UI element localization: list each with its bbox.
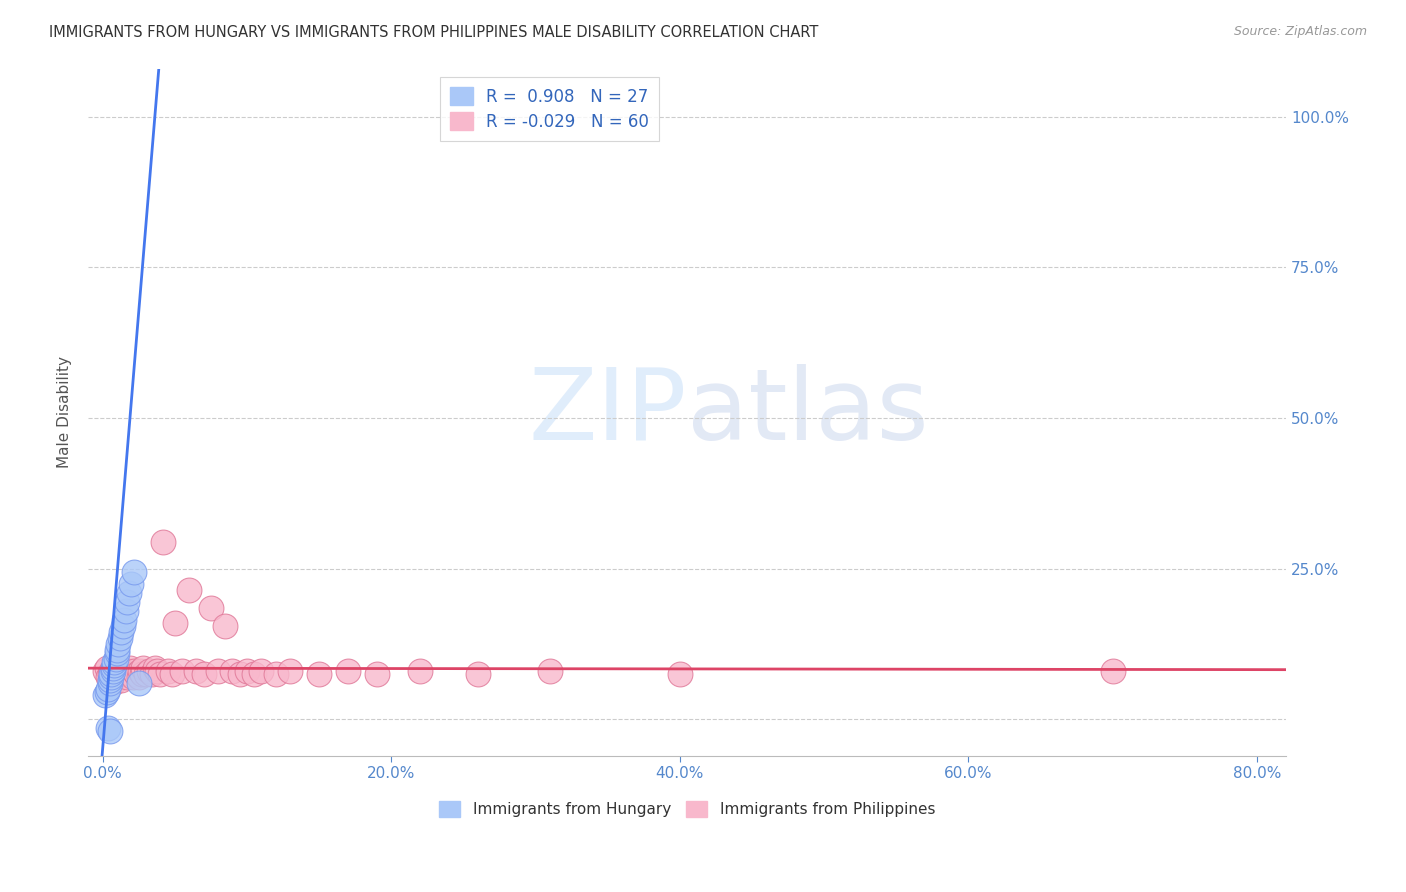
Point — [122, 670, 145, 684]
Y-axis label: Male Disability: Male Disability — [58, 356, 72, 468]
Point — [125, 667, 148, 681]
Point — [108, 631, 131, 645]
Point — [179, 582, 201, 597]
Point — [98, 667, 121, 681]
Point — [138, 664, 160, 678]
Point — [97, 682, 120, 697]
Point — [100, 664, 122, 678]
Point — [250, 664, 273, 678]
Point — [115, 670, 138, 684]
Point — [120, 667, 142, 681]
Point — [409, 664, 432, 678]
Point — [100, 667, 122, 681]
Point — [336, 664, 359, 678]
Point — [128, 670, 150, 684]
Point — [207, 664, 229, 678]
Point — [308, 667, 330, 681]
Point — [141, 667, 163, 681]
Point — [118, 661, 141, 675]
Point — [131, 667, 153, 681]
Point — [100, 670, 122, 684]
Point — [143, 661, 166, 675]
Point — [221, 664, 243, 678]
Point — [152, 534, 174, 549]
Point — [96, 661, 118, 675]
Point — [112, 613, 135, 627]
Point — [278, 664, 301, 678]
Point — [128, 676, 150, 690]
Point — [94, 664, 117, 678]
Point — [669, 667, 692, 681]
Point — [114, 667, 136, 681]
Point — [98, 673, 121, 688]
Point — [132, 661, 155, 675]
Point — [115, 595, 138, 609]
Point — [98, 673, 121, 688]
Point — [193, 667, 215, 681]
Point — [236, 664, 259, 678]
Point — [96, 685, 118, 699]
Point — [108, 670, 131, 684]
Point — [101, 664, 124, 678]
Point — [104, 673, 127, 688]
Point — [98, 676, 121, 690]
Point — [103, 670, 125, 684]
Point — [103, 655, 125, 669]
Point — [170, 664, 193, 678]
Point — [98, 724, 121, 739]
Text: atlas: atlas — [688, 364, 929, 460]
Point — [124, 565, 146, 579]
Point — [129, 664, 152, 678]
Point — [149, 667, 172, 681]
Legend: Immigrants from Hungary, Immigrants from Philippines: Immigrants from Hungary, Immigrants from… — [433, 795, 941, 823]
Point — [163, 615, 186, 630]
Point — [105, 667, 128, 681]
Point — [107, 637, 129, 651]
Point — [101, 661, 124, 675]
Point — [120, 576, 142, 591]
Point — [110, 673, 132, 688]
Point — [97, 670, 120, 684]
Point — [146, 664, 169, 678]
Point — [105, 646, 128, 660]
Point — [538, 664, 561, 678]
Point — [111, 619, 134, 633]
Text: ZIP: ZIP — [529, 364, 688, 460]
Point — [156, 664, 179, 678]
Point — [467, 667, 489, 681]
Point — [101, 667, 124, 681]
Point — [228, 667, 250, 681]
Point — [110, 625, 132, 640]
Point — [366, 667, 388, 681]
Point — [243, 667, 266, 681]
Point — [107, 664, 129, 678]
Point — [101, 676, 124, 690]
Point — [124, 664, 146, 678]
Point — [117, 586, 139, 600]
Point — [1101, 664, 1123, 678]
Point — [104, 652, 127, 666]
Point — [160, 667, 183, 681]
Point — [94, 688, 117, 702]
Point — [111, 667, 134, 681]
Point — [97, 722, 120, 736]
Point — [117, 664, 139, 678]
Point — [114, 604, 136, 618]
Point — [264, 667, 287, 681]
Point — [135, 667, 157, 681]
Point — [214, 619, 236, 633]
Point — [186, 664, 208, 678]
Point — [105, 643, 128, 657]
Point — [103, 658, 125, 673]
Point — [112, 664, 135, 678]
Text: IMMIGRANTS FROM HUNGARY VS IMMIGRANTS FROM PHILIPPINES MALE DISABILITY CORRELATI: IMMIGRANTS FROM HUNGARY VS IMMIGRANTS FR… — [49, 25, 818, 40]
Text: Source: ZipAtlas.com: Source: ZipAtlas.com — [1233, 25, 1367, 38]
Point — [200, 601, 222, 615]
